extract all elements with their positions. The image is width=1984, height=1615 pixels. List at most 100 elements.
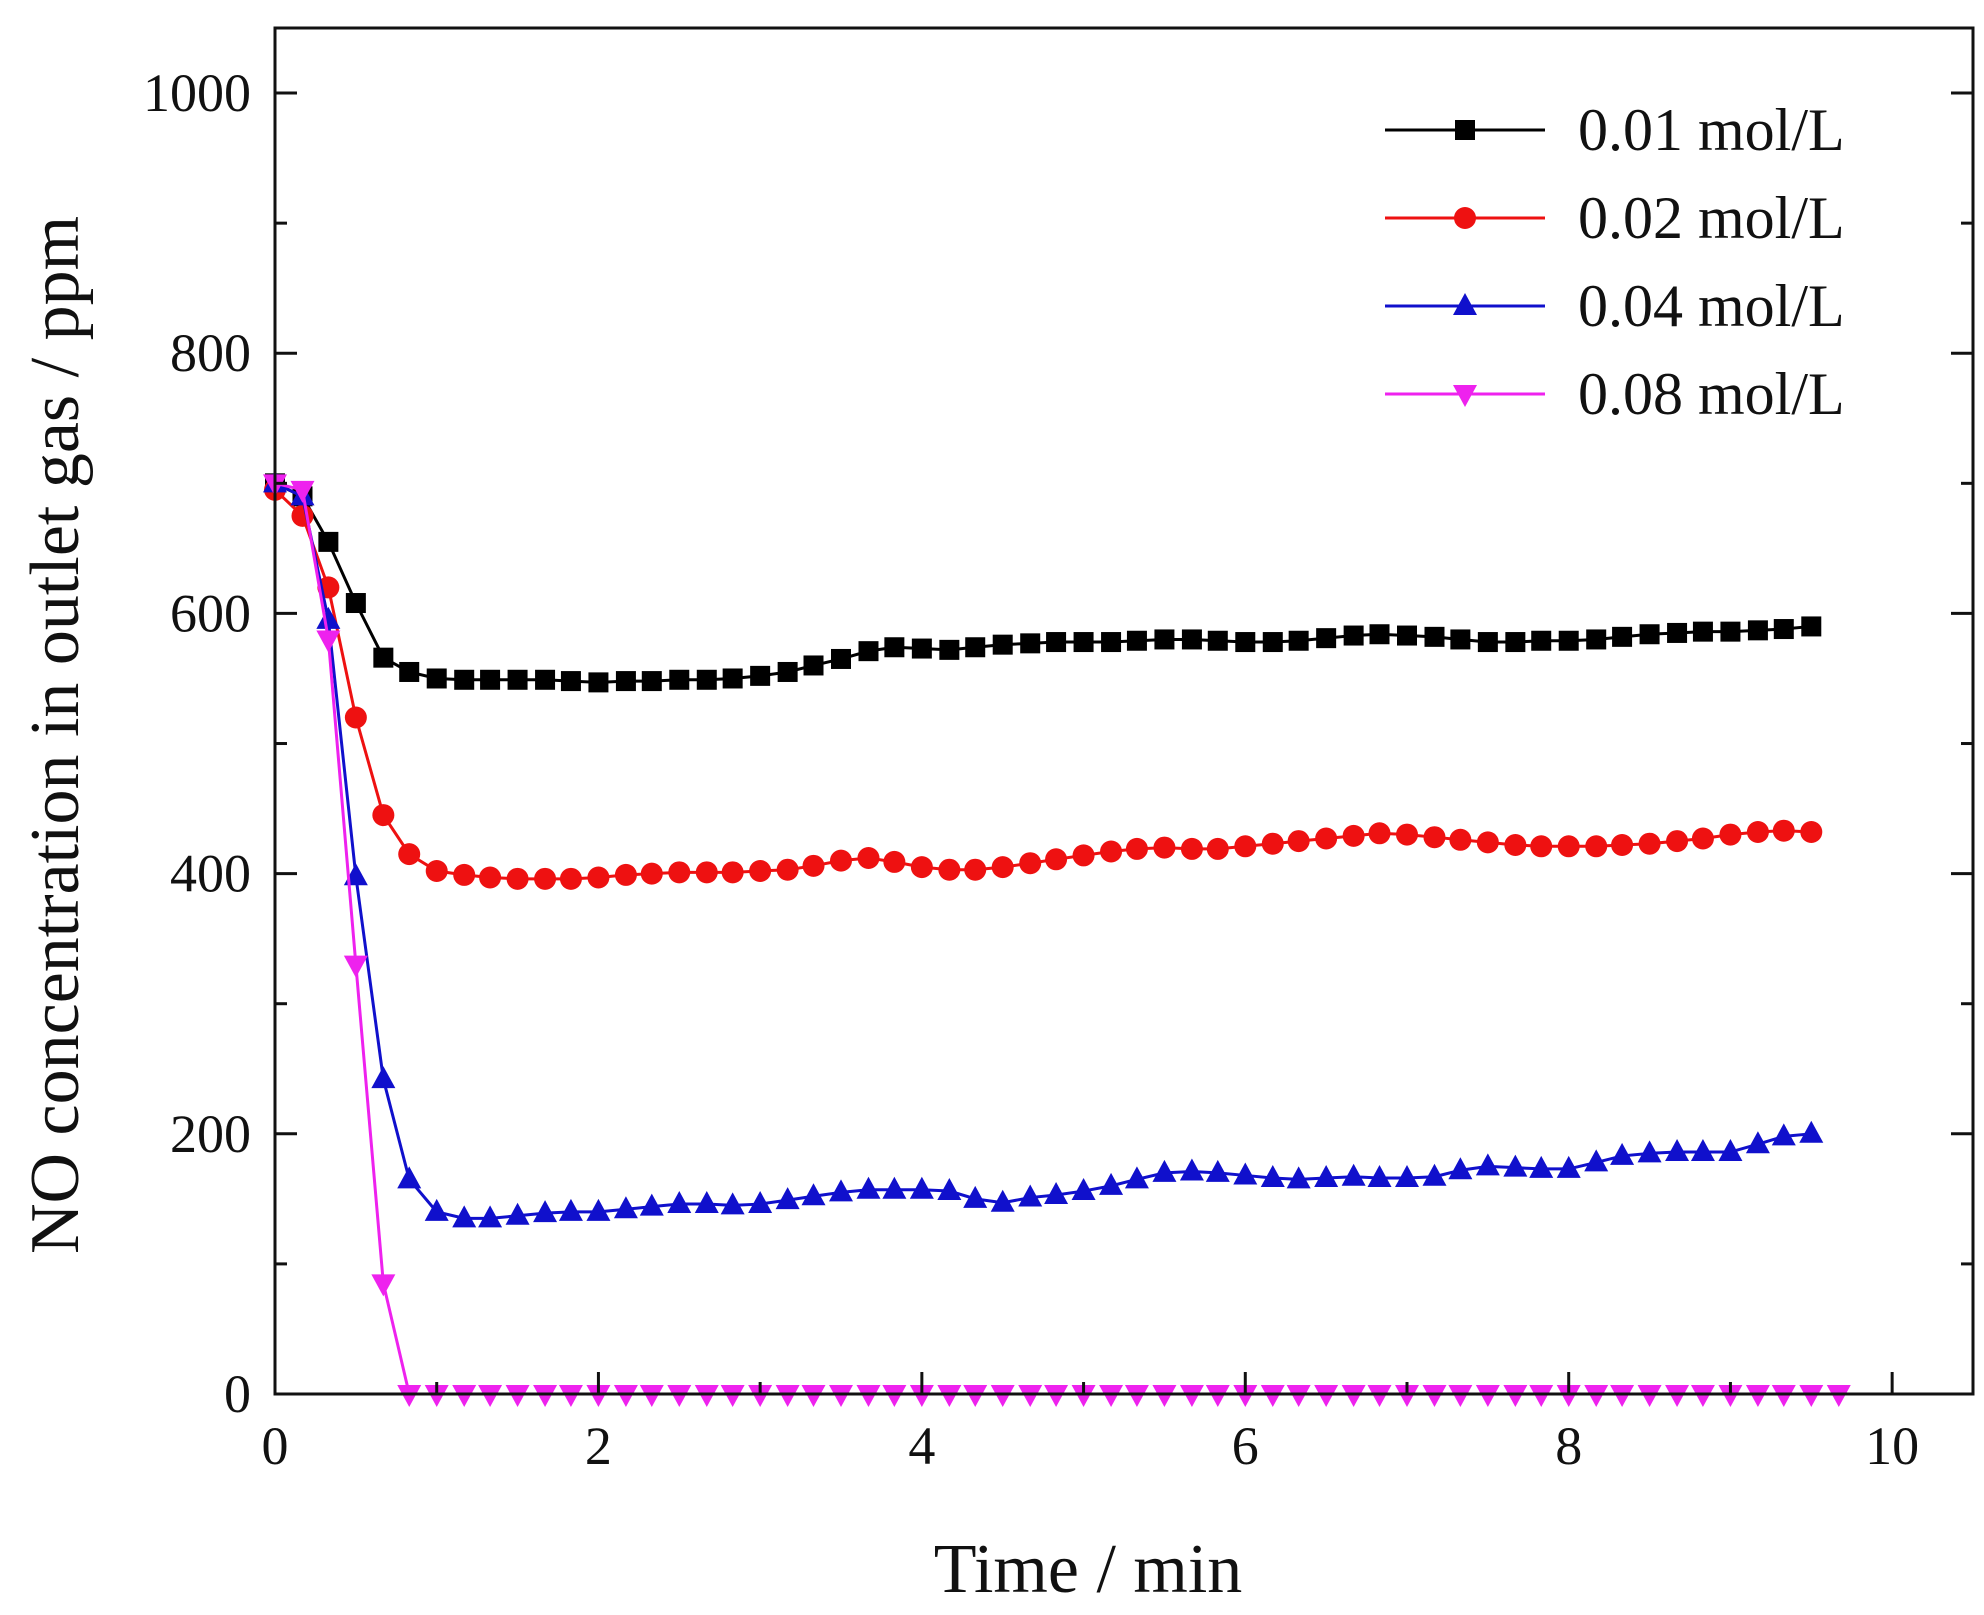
data-point (777, 661, 798, 682)
data-point (1448, 1385, 1473, 1407)
y-tick-label: 800 (170, 323, 251, 383)
data-point (398, 843, 421, 866)
data-point (1799, 1120, 1824, 1143)
data-point (478, 1205, 503, 1228)
data-point (883, 850, 906, 873)
data-point (882, 1385, 907, 1407)
data-point (1690, 1385, 1715, 1407)
data-point (1475, 1385, 1500, 1407)
data-point (345, 593, 366, 614)
data-point (1395, 1165, 1419, 1188)
x-axis-title: Time / min (934, 1531, 1243, 1608)
data-point (505, 1202, 530, 1225)
data-point (1100, 840, 1123, 863)
data-point (1718, 1385, 1743, 1407)
data-point (748, 1385, 773, 1407)
data-point (505, 1385, 530, 1407)
data-point (1367, 1165, 1392, 1188)
data-point (535, 669, 556, 690)
data-point (1044, 1385, 1069, 1407)
legend-marker (1454, 207, 1476, 229)
data-point (1799, 1385, 1824, 1407)
y-tick-label: 200 (170, 1104, 251, 1164)
data-point (1205, 1385, 1230, 1407)
legend-item: 0.02 mol/L (1385, 185, 1845, 251)
data-point (1584, 1149, 1609, 1172)
x-tick-label: 0 (262, 1416, 289, 1476)
data-point (1745, 1385, 1770, 1407)
data-point (857, 847, 880, 870)
data-point (1637, 1385, 1662, 1407)
data-point (992, 634, 1013, 655)
data-point (343, 955, 368, 978)
data-point (1690, 1139, 1715, 1162)
data-point (829, 1385, 853, 1407)
data-point (452, 1205, 477, 1228)
data-point (775, 1385, 800, 1407)
data-point (1153, 836, 1176, 859)
data-point (1260, 1385, 1285, 1407)
data-point (1260, 1165, 1285, 1188)
legend-marker (1453, 293, 1477, 315)
data-point (801, 1183, 826, 1206)
data-point (1395, 1385, 1419, 1407)
data-point (695, 861, 718, 884)
data-point (1046, 632, 1067, 653)
data-point (1638, 832, 1661, 855)
data-point (1207, 630, 1228, 651)
data-point (1314, 1385, 1339, 1407)
legend-item: 0.01 mol/L (1385, 97, 1845, 163)
data-point (1234, 835, 1257, 858)
data-point (639, 1193, 664, 1216)
data-point (1667, 622, 1688, 643)
data-point (344, 706, 367, 729)
data-point (454, 669, 475, 690)
data-point (1369, 624, 1390, 645)
data-point (1423, 826, 1446, 849)
data-point (829, 1179, 853, 1202)
data-point (964, 858, 987, 881)
data-point (1505, 632, 1526, 653)
data-point (909, 1385, 934, 1407)
data-point (696, 669, 717, 690)
data-point (1801, 616, 1822, 637)
data-point (1315, 827, 1338, 850)
x-tick-label: 2 (585, 1416, 612, 1476)
data-point (1018, 1184, 1043, 1207)
data-point (1396, 823, 1418, 846)
data-point (640, 862, 663, 885)
data-point (587, 866, 610, 889)
data-point (882, 1176, 907, 1199)
data-point (776, 858, 799, 881)
data-point (991, 856, 1014, 879)
tick-layer: 0 2 4 6 8 10 0 200 400 600 800 1000 (143, 63, 1973, 1476)
plot-frame (273, 26, 1975, 1396)
y-tick-label: 1000 (143, 63, 251, 123)
data-point (586, 1385, 611, 1407)
data-point (775, 1187, 800, 1210)
legend-marker (1455, 120, 1475, 140)
data-point (749, 860, 772, 883)
data-point (1666, 830, 1689, 853)
data-point (588, 672, 609, 693)
data-point (937, 1385, 962, 1407)
data-point (558, 1385, 583, 1407)
data-point (1125, 837, 1148, 860)
data-point (533, 1200, 558, 1223)
data-point (586, 1198, 611, 1221)
data-point (884, 637, 905, 658)
data-point (1126, 630, 1147, 651)
data-point (667, 1191, 692, 1214)
legend: 0.01 mol/L 0.02 mol/L 0.04 mol/L 0.08 mol/L (1385, 97, 1845, 427)
data-point (750, 665, 771, 686)
data-point (1071, 1385, 1096, 1407)
data-point (559, 867, 582, 890)
data-point (1771, 1123, 1796, 1146)
series-0-01-mol-L (265, 473, 1822, 693)
data-point (613, 1196, 638, 1219)
data-point (1585, 835, 1608, 858)
data-point (1772, 819, 1795, 842)
data-point (613, 1385, 638, 1407)
data-point (803, 655, 824, 676)
data-point (1610, 1385, 1635, 1407)
